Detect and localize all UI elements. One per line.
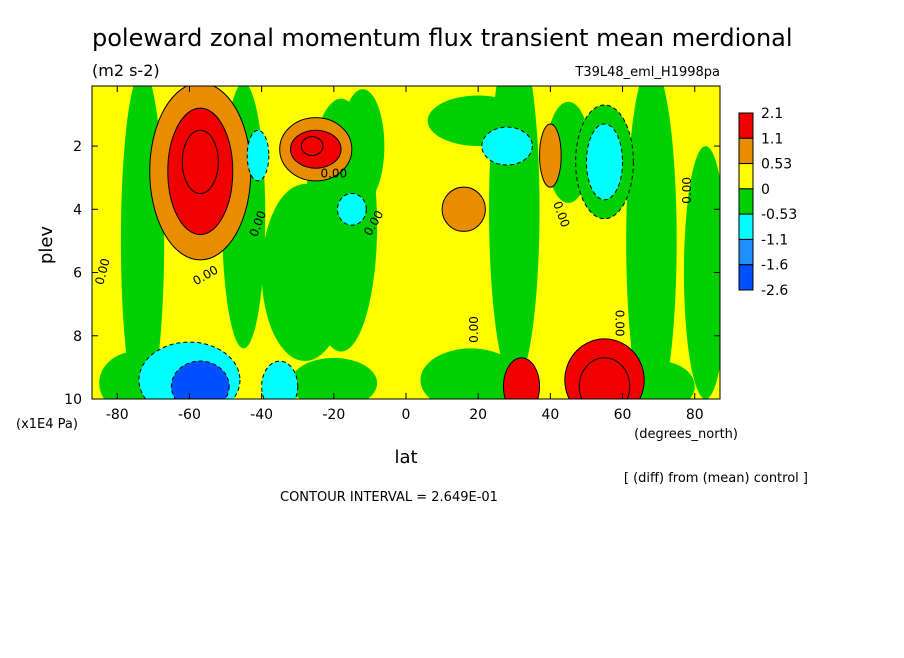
contour-region-negative <box>683 146 720 399</box>
chart-title: poleward zonal momentum flux transient m… <box>92 24 793 52</box>
colorbar-label: -0.53 <box>761 207 797 223</box>
colorbar-label: 2.1 <box>761 106 783 122</box>
contour-feature-positive <box>539 123 562 188</box>
x-axis-label: lat <box>394 447 417 468</box>
colorbar-label: 1.1 <box>761 131 783 147</box>
y-axis-ticks: 2 4 6 8 10 <box>64 139 720 408</box>
x-tick-label: -20 <box>322 407 345 423</box>
contour-feature-negative <box>246 129 270 182</box>
y-axis-units: (x1E4 Pa) <box>16 417 78 432</box>
x-tick-label: 60 <box>614 407 632 423</box>
colorbar-swatch <box>738 264 754 291</box>
contour-feature-positive <box>441 186 486 232</box>
colorbar-label: 0.53 <box>761 157 792 173</box>
run-label: T39L48_eml_H1998pa <box>574 65 720 80</box>
contour-region-negative <box>420 348 522 399</box>
y-tick-label: 4 <box>73 202 82 218</box>
x-tick-label: 80 <box>686 407 704 423</box>
contour-feature-negative <box>261 360 299 399</box>
y-tick-label: 2 <box>73 139 82 155</box>
x-tick-label: -80 <box>106 407 129 423</box>
contour-label: 0.00 <box>320 167 347 181</box>
contour-region-negative <box>290 357 378 399</box>
y-tick-label: 10 <box>64 392 82 408</box>
colorbar-label: -1.1 <box>761 232 788 248</box>
diff-note: [ (diff) from (mean) control ] <box>624 471 808 486</box>
x-tick-label: -40 <box>250 407 273 423</box>
contour-feature-positive <box>502 357 541 399</box>
x-axis-ticks: -80 -60 -40 -20 0 20 40 60 80 <box>106 86 704 423</box>
plot-area: 0.00 0.000.000.000.000.000.000.000.00 <box>91 85 721 400</box>
y-tick-label: 8 <box>73 329 82 345</box>
colorbar-swatch <box>738 163 754 190</box>
x-tick-label: 20 <box>469 407 487 423</box>
colorbar-label: 0 <box>761 182 770 198</box>
contour-feature-negative <box>481 126 533 166</box>
contour-feature-positive <box>181 129 219 194</box>
x-tick-label: 0 <box>402 407 411 423</box>
contour-region-negative <box>489 86 540 384</box>
colorbar-label: -2.6 <box>761 283 788 299</box>
x-tick-label: 40 <box>541 407 559 423</box>
contour-feature-negative <box>585 123 624 201</box>
contour-label: 0.00 <box>92 257 112 286</box>
contour-feature-positive <box>578 357 631 399</box>
colorbar-swatch <box>738 137 754 165</box>
colorbar-swatch <box>738 188 754 215</box>
colorbar-label: -1.6 <box>761 258 788 274</box>
colorbar-swatch <box>738 213 754 240</box>
contour-label: 0.00 <box>680 177 694 204</box>
x-tick-label: -60 <box>178 407 201 423</box>
contour-feature-positive <box>300 136 324 157</box>
contour-feature-negative <box>336 192 367 226</box>
units-label: (m2 s-2) <box>92 61 160 80</box>
contour-labels: 0.00 0.000.000.000.000.000.000.000.00 <box>92 167 694 343</box>
colorbar-swatch <box>738 238 754 266</box>
contour-region-negative <box>626 86 677 399</box>
contour-fields <box>99 86 720 399</box>
contour-interval: CONTOUR INTERVAL = 2.649E-01 <box>280 490 498 505</box>
contour-label: 0.00 <box>467 316 481 343</box>
y-tick-label: 6 <box>73 266 82 282</box>
contour-region-negative <box>341 89 385 203</box>
contour-feature-negative <box>170 360 230 399</box>
colorbar: 2.1 1.1 0.53 0 -0.53 -1.1 -1.6 -2.6 <box>738 106 797 299</box>
x-axis-units: (degrees_north) <box>634 427 738 442</box>
contour-label: 0.00 <box>612 310 626 337</box>
colorbar-swatch <box>738 112 754 139</box>
y-axis-label: plev <box>36 226 57 265</box>
